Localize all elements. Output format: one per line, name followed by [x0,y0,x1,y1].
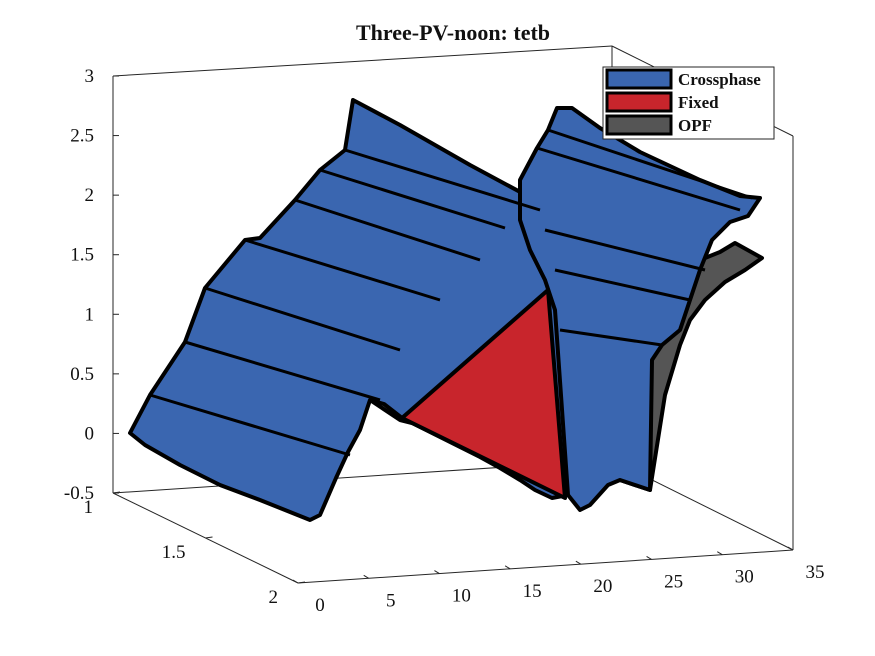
y-axis-ticks: 11.52 [84,491,306,608]
y-tick-label: 1.5 [162,542,186,563]
legend: Crossphase Fixed OPF [602,66,775,140]
x-tick-mark [717,551,723,556]
chart-title: Three-PV-noon: tetb [356,20,550,45]
legend-label-opf: OPF [678,116,712,135]
x-tick-label: 25 [664,571,683,592]
x-tick-mark [434,570,440,575]
z-tick-label: 3 [85,66,95,87]
y-tick-label: 1 [84,497,94,518]
x-tick-mark [363,574,369,579]
x-tick-mark [292,579,299,584]
x-tick-label: 35 [806,562,825,583]
surfaces [128,98,764,522]
z-tick-label: 2 [85,185,95,206]
x-tick-label: 15 [523,581,542,602]
fixed-surface [400,288,567,500]
x-tick-label: 20 [593,576,612,597]
x-tick-label: 10 [452,586,471,607]
legend-label-fixed: Fixed [678,93,719,112]
x-tick-mark [575,560,582,565]
z-tick-label: 0 [85,423,95,444]
legend-swatch-crossphase [605,68,673,90]
z-tick-label: 1 [85,304,95,325]
z-tick-label: 0.5 [70,364,94,385]
z-tick-label: 1.5 [70,245,94,266]
z-axis-ticks: -0.5 0 0.5 1 1.5 2 2.5 3 [64,66,119,504]
z-tick-label: 2.5 [70,126,94,147]
legend-swatch-opf [605,114,673,136]
x-tick-mark [646,555,652,560]
x-tick-label: 5 [386,590,396,611]
x-tick-label: 0 [315,595,325,616]
ridge-lines [149,128,753,457]
y-tick-label: 2 [269,587,279,608]
y-tick-mark [297,581,306,584]
legend-swatch-fixed [605,91,673,113]
x-axis-ticks: 0 5 10 15 20 25 30 35 [292,546,825,616]
back-top-edge [112,45,613,77]
y-tick-mark [205,536,213,539]
x-tick-mark [787,546,794,551]
z-tick-label: -0.5 [64,483,94,504]
x-tick-label: 30 [735,567,754,588]
y-tick-mark [112,491,121,494]
x-tick-mark [504,565,511,570]
x-axis-line [297,549,794,584]
legend-label-crossphase: Crossphase [678,70,761,89]
